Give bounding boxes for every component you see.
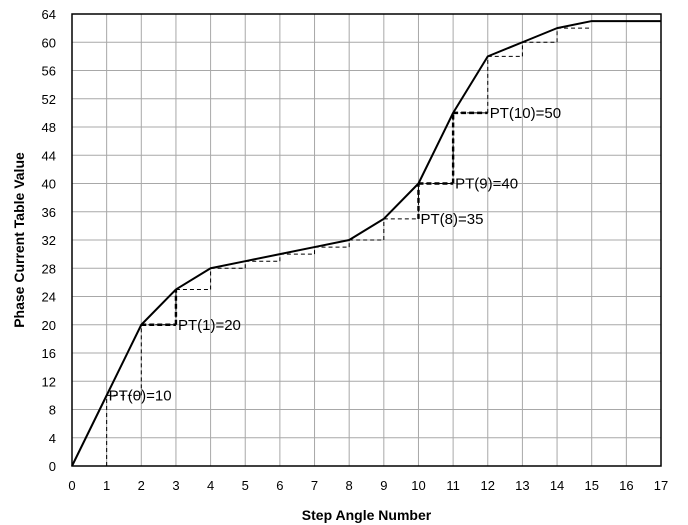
x-tick-label: 10 — [411, 478, 425, 493]
x-tick-label: 14 — [550, 478, 564, 493]
y-tick-label: 8 — [49, 403, 56, 418]
annotation-label: PT(1)=20 — [178, 317, 241, 334]
tick-labels: 0 1 2 3 4 5 6 7 8 9 10 11 12 13 14 15 16 1704812162024283… — [42, 7, 669, 493]
annotation-label: PT(10)=50 — [490, 105, 561, 122]
y-tick-label: 60 — [42, 35, 56, 50]
annotation-label: PT(8)=35 — [420, 211, 483, 228]
x-tick-label: 16 — [619, 478, 633, 493]
y-tick-label: 28 — [42, 261, 56, 276]
y-tick-label: 48 — [42, 120, 56, 135]
y-axis-title: Phase Current Table Value — [11, 152, 27, 328]
x-tick-label: 0 — [68, 478, 75, 493]
x-tick-label: 9 — [380, 478, 387, 493]
x-tick-label: 12 — [481, 478, 495, 493]
x-tick-label: 8 — [346, 478, 353, 493]
annotations: PT(0)=10 PT(1)=20 PT(8)=35 PT(9)=40 PT(10)=5… — [109, 105, 561, 405]
x-tick-label: 11 — [446, 478, 460, 493]
annotation-label: PT(9)=40 — [455, 176, 518, 193]
x-axis-title: Step Angle Number — [302, 507, 432, 523]
y-tick-label: 12 — [42, 374, 56, 389]
y-tick-label: 24 — [42, 290, 56, 305]
x-tick-label: 1 — [103, 478, 110, 493]
step-lines — [106, 27, 592, 466]
y-tick-label: 20 — [42, 318, 56, 333]
x-tick-label: 5 — [242, 478, 249, 493]
y-tick-label: 40 — [42, 177, 56, 192]
y-tick-label: 0 — [49, 459, 56, 474]
y-tick-label: 44 — [42, 148, 56, 163]
y-tick-label: 64 — [42, 7, 56, 22]
x-tick-label: 7 — [311, 478, 318, 493]
x-tick-label: 13 — [515, 478, 529, 493]
x-tick-label: 6 — [276, 478, 283, 493]
y-tick-label: 56 — [42, 64, 56, 79]
y-tick-label: 32 — [42, 233, 56, 248]
plot-frame — [71, 13, 662, 467]
y-tick-label: 4 — [49, 431, 56, 446]
grid — [71, 13, 662, 467]
y-tick-label: 36 — [42, 205, 56, 220]
x-tick-label: 3 — [172, 478, 179, 493]
y-tick-label: 16 — [42, 346, 56, 361]
y-tick-label: 52 — [42, 92, 56, 107]
x-tick-label: 2 — [138, 478, 145, 493]
x-tick-label: 4 — [207, 478, 214, 493]
x-tick-label: 15 — [584, 478, 598, 493]
series-line — [71, 20, 661, 467]
annotation-label: PT(0)=10 — [109, 387, 172, 404]
series-lines — [71, 20, 661, 467]
x-tick-label: 17 — [654, 478, 668, 493]
